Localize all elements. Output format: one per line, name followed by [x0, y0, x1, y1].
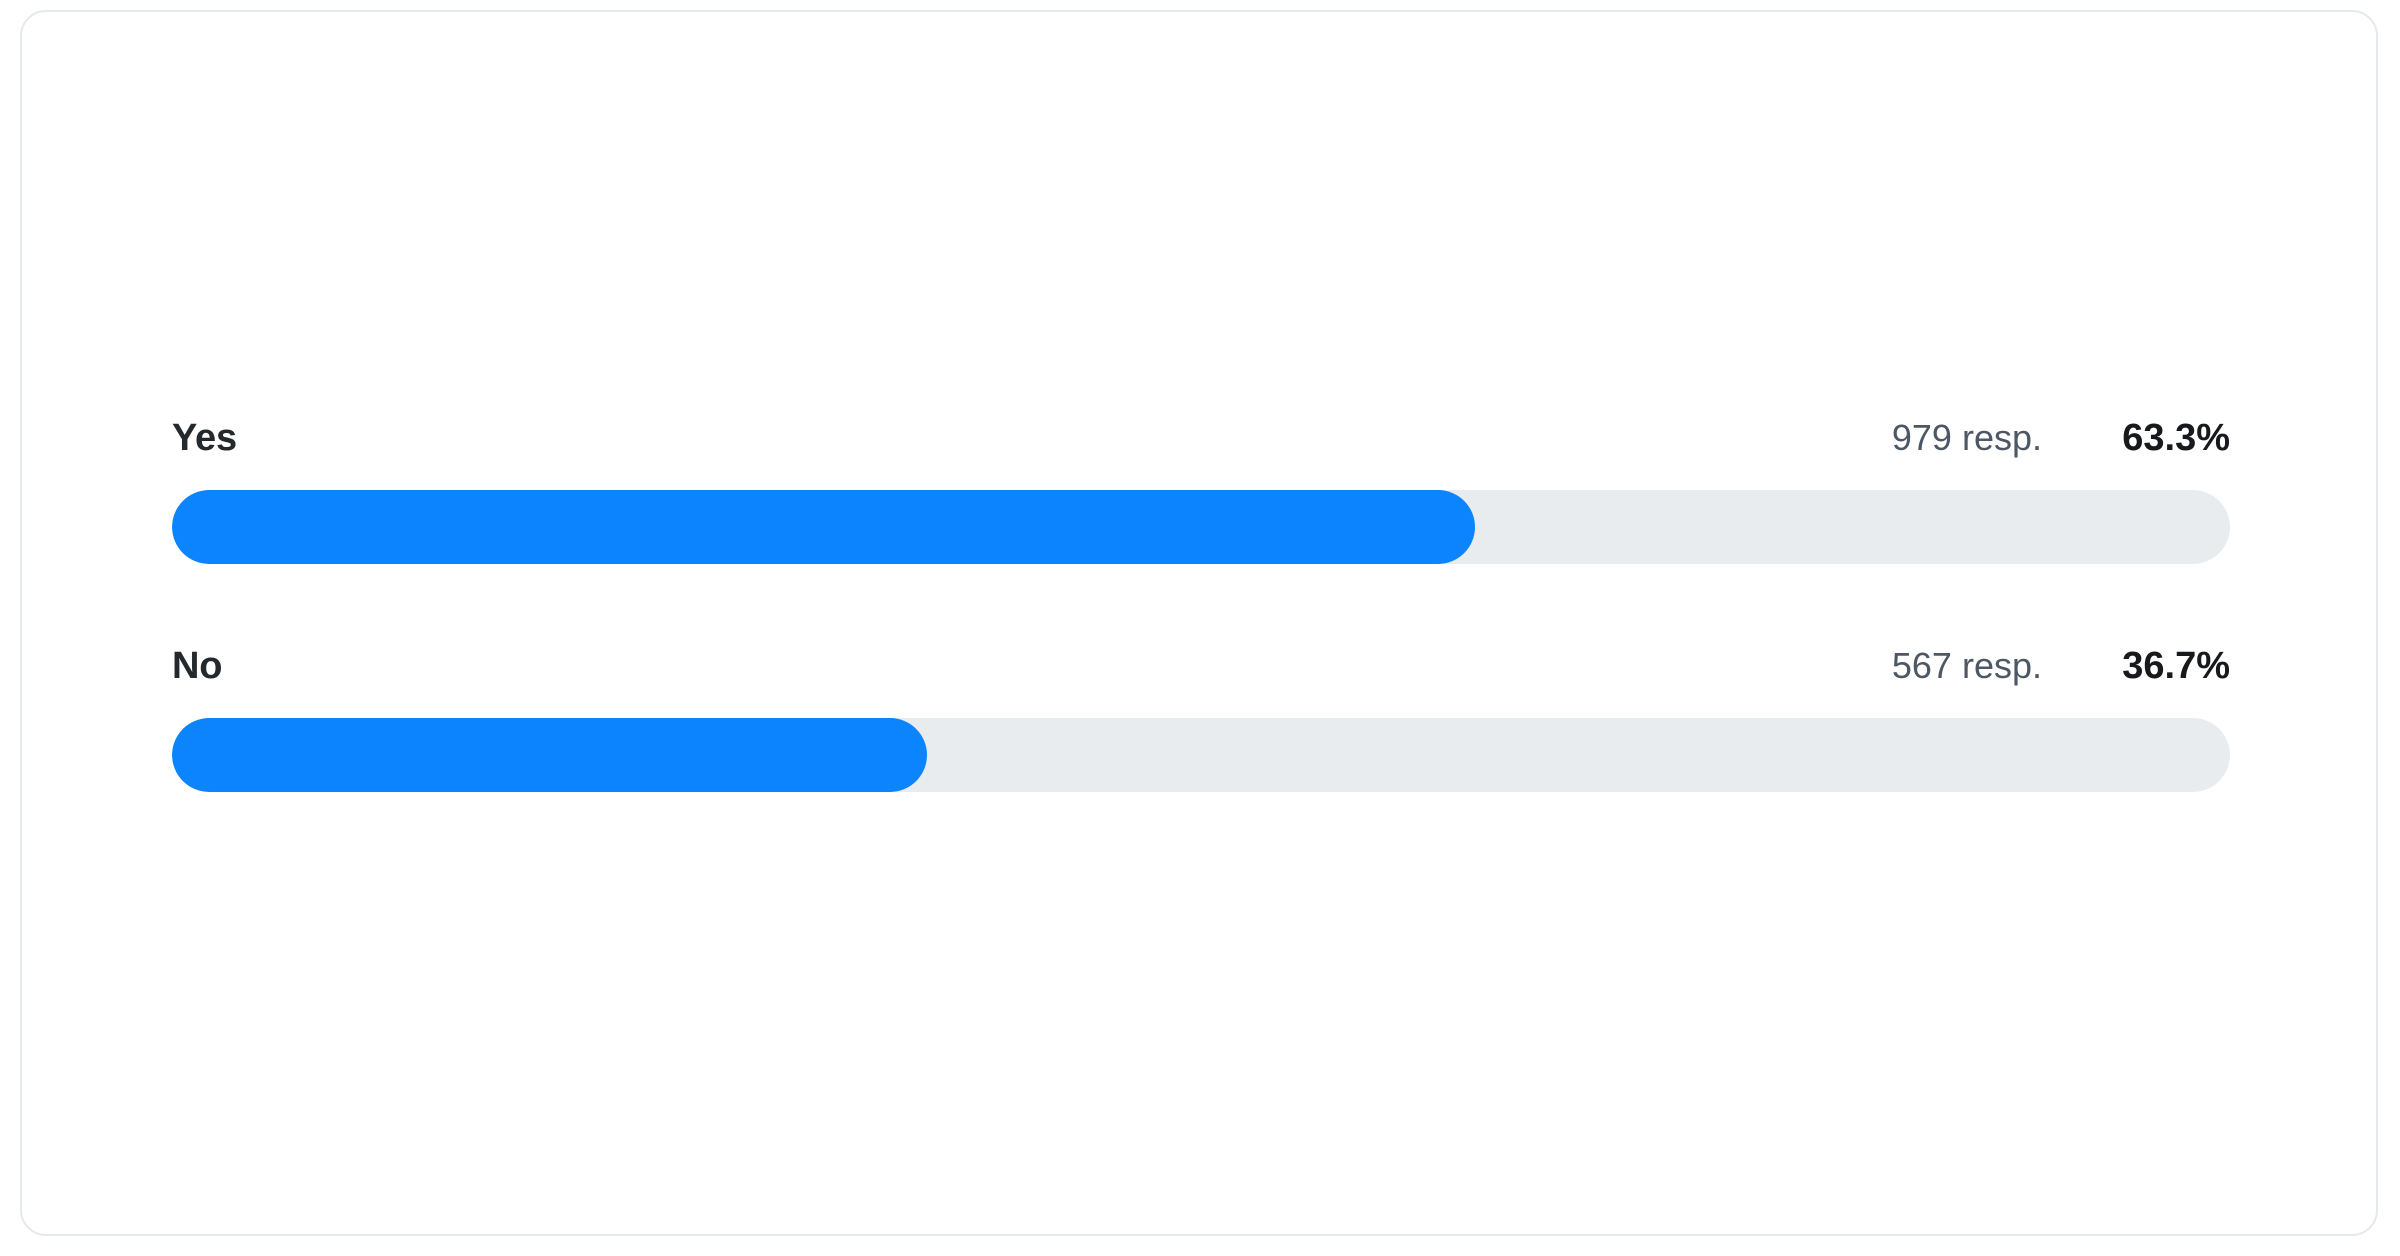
poll-option-metrics: 979 resp. 63.3%	[1892, 414, 2230, 462]
poll-results-card: Yes 979 resp. 63.3% No 567 resp. 36.7%	[20, 10, 2378, 1236]
poll-option-bar-track	[172, 490, 2230, 564]
poll-option-row[interactable]: No 567 resp. 36.7%	[172, 642, 2230, 792]
poll-option-header: Yes 979 resp. 63.3%	[172, 414, 2230, 462]
poll-option-header: No 567 resp. 36.7%	[172, 642, 2230, 690]
poll-option-bar-track	[172, 718, 2230, 792]
poll-option-bar-fill	[172, 490, 1475, 564]
poll-results-list: Yes 979 resp. 63.3% No 567 resp. 36.7%	[172, 414, 2230, 792]
poll-option-percentage: 36.7%	[2122, 645, 2230, 687]
poll-option-bar-fill	[172, 718, 928, 792]
poll-option-response-count: 567 resp.	[1891, 645, 2042, 686]
poll-option-response-count: 979 resp.	[1891, 417, 2042, 458]
poll-option-row[interactable]: Yes 979 resp. 63.3%	[172, 414, 2230, 564]
poll-option-label: No	[172, 645, 223, 687]
poll-option-label: Yes	[172, 417, 237, 459]
poll-option-percentage: 63.3%	[2122, 417, 2230, 459]
poll-option-metrics: 567 resp. 36.7%	[1892, 642, 2230, 690]
